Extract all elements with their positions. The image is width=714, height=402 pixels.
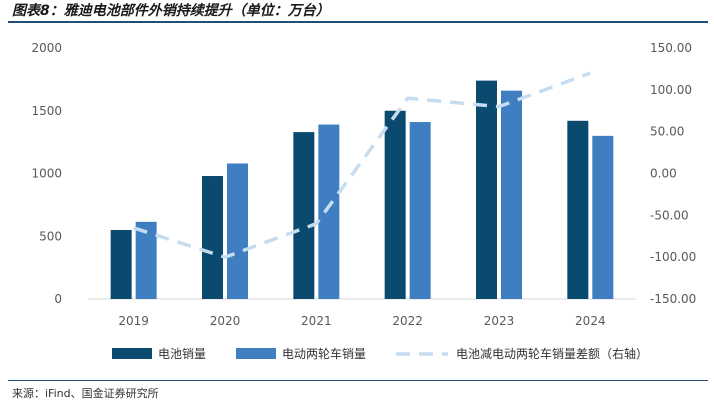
y-right-tick-label: 0.00: [650, 167, 677, 181]
title-rule: [8, 21, 708, 23]
x-tick-label: 2022: [392, 314, 423, 328]
bar-ev-sales: [318, 124, 340, 300]
legend-label-ev: 电动两轮车销量: [282, 346, 366, 361]
y-right-tick-label: 50.00: [650, 125, 684, 139]
line-difference: [133, 71, 591, 260]
x-tick-label: 2023: [484, 314, 515, 328]
bar-battery-sales: [567, 120, 589, 299]
bar-ev-sales: [227, 163, 248, 299]
y-left-tick-label: 1000: [31, 167, 62, 181]
bar-battery-sales: [202, 176, 223, 299]
bottom-rule: [8, 380, 708, 381]
y-right-tick-label: 100.00: [650, 83, 692, 97]
bar-ev-sales: [409, 122, 431, 299]
chart-container: 0 500 1000 1500 2000 -150.00 -100.00 -50.00 0.00…: [0, 24, 714, 376]
y-left-tick-label: 0: [54, 292, 62, 306]
bar-ev-sales: [592, 135, 614, 299]
bar-battery-sales: [293, 132, 315, 299]
y-right-tick-label: -150.00: [650, 292, 696, 306]
legend-swatch-battery: [112, 348, 152, 359]
bar-battery-sales: [384, 110, 406, 299]
x-tick-label: 2024: [575, 314, 606, 328]
y-left-tick-label: 2000: [31, 41, 62, 55]
legend-label-difference: 电池减电动两轮车销量差额（右轴）: [456, 346, 648, 361]
x-tick-label: 2019: [118, 314, 149, 328]
legend-label-battery: 电池销量: [158, 347, 206, 361]
y-left-tick-label: 1500: [31, 104, 62, 118]
bar-ev-sales: [501, 90, 522, 299]
source-note: 来源：iFind、国金证券研究所: [12, 387, 159, 400]
y-right-tick-label: -100.00: [650, 250, 696, 264]
bar-battery-sales: [110, 229, 132, 299]
x-tick-label: 2021: [301, 314, 332, 328]
y-right-tick-label: -50.00: [650, 208, 689, 222]
bar-ev-sales: [135, 221, 157, 299]
chart-svg: 0 500 1000 1500 2000 -150.00 -100.00 -50.00 0.00…: [31, 41, 696, 361]
legend-swatch-ev: [236, 348, 276, 359]
figure-title: 图表8：雅迪电池部件外销持续提升（单位：万台）: [12, 3, 330, 19]
y-left-tick-label: 500: [39, 229, 62, 243]
x-tick-label: 2020: [210, 314, 241, 328]
bar-battery-sales: [476, 80, 497, 299]
y-right-tick-label: 150.00: [650, 41, 692, 55]
